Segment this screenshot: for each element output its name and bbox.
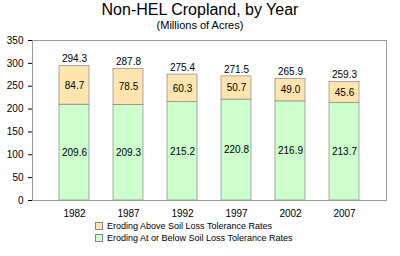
svg-text:1982: 1982 bbox=[63, 208, 86, 219]
svg-text:2007: 2007 bbox=[333, 208, 356, 219]
svg-text:215.2: 215.2 bbox=[170, 146, 195, 157]
html-text:Eroding Above Soil Loss Tolera: Eroding Above Soil Loss Tolerance Rates bbox=[107, 221, 272, 231]
svg-text:287.8: 287.8 bbox=[116, 56, 141, 67]
svg-text:49.0: 49.0 bbox=[281, 84, 301, 95]
svg-text:209.3: 209.3 bbox=[116, 147, 141, 158]
svg-text:250: 250 bbox=[7, 80, 24, 91]
svg-text:50.7: 50.7 bbox=[227, 82, 247, 93]
svg-text:150: 150 bbox=[7, 126, 24, 137]
svg-text:275.4: 275.4 bbox=[170, 62, 195, 73]
svg-text:84.7: 84.7 bbox=[65, 80, 85, 91]
svg-text:259.3: 259.3 bbox=[332, 69, 357, 80]
svg-text:300: 300 bbox=[7, 58, 24, 69]
svg-text:100: 100 bbox=[7, 149, 24, 160]
svg-text:1992: 1992 bbox=[171, 208, 194, 219]
svg-text:200: 200 bbox=[7, 103, 24, 114]
svg-text:220.8: 220.8 bbox=[224, 144, 249, 155]
svg-text:265.9: 265.9 bbox=[278, 66, 303, 77]
svg-text:213.7: 213.7 bbox=[332, 146, 357, 157]
html-text:Eroding At or Below Soil Loss: Eroding At or Below Soil Loss Tolerance … bbox=[107, 233, 293, 243]
svg-text:271.5: 271.5 bbox=[224, 64, 249, 75]
svg-text:216.9: 216.9 bbox=[278, 145, 303, 156]
svg-text:78.5: 78.5 bbox=[119, 81, 139, 92]
svg-text:2002: 2002 bbox=[279, 208, 302, 219]
svg-text:45.6: 45.6 bbox=[335, 87, 355, 98]
svg-text:1987: 1987 bbox=[117, 208, 140, 219]
svg-text:1997: 1997 bbox=[225, 208, 248, 219]
svg-text:50: 50 bbox=[12, 172, 24, 183]
svg-text:294.3: 294.3 bbox=[62, 53, 87, 64]
html-text:Non-HEL Cropland, by Year: Non-HEL Cropland, by Year bbox=[101, 1, 299, 18]
svg-text:0: 0 bbox=[18, 195, 24, 206]
svg-text:350: 350 bbox=[7, 35, 24, 46]
svg-text:60.3: 60.3 bbox=[173, 83, 193, 94]
html-text:(Millions of Acres): (Millions of Acres) bbox=[156, 19, 244, 31]
svg-text:209.6: 209.6 bbox=[62, 147, 87, 158]
